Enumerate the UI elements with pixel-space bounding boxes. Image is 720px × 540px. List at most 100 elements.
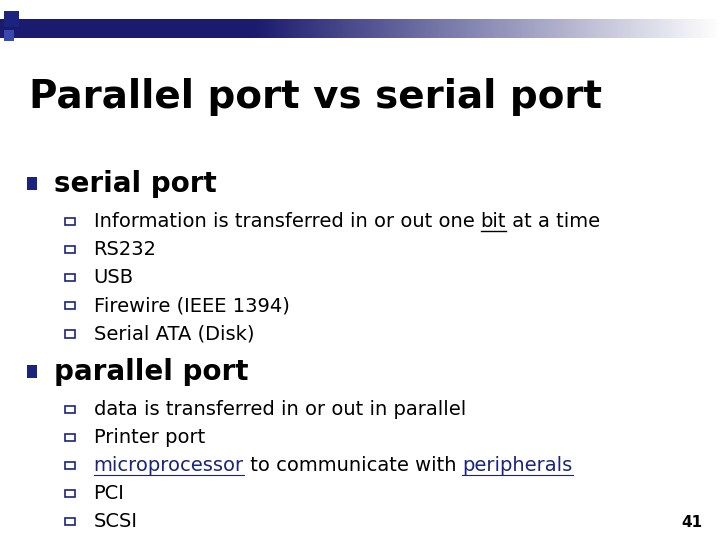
Bar	[288, 19, 290, 38]
Bar	[41, 19, 43, 38]
Bar	[545, 19, 547, 38]
Bar	[362, 19, 365, 38]
Bar	[506, 19, 509, 38]
Bar	[372, 19, 374, 38]
Bar	[103, 19, 106, 38]
Bar	[686, 19, 689, 38]
Bar	[276, 19, 279, 38]
Bar	[415, 19, 418, 38]
Bar	[84, 19, 86, 38]
Bar	[574, 19, 576, 38]
Bar	[65, 462, 75, 469]
Bar	[382, 19, 384, 38]
Bar	[27, 177, 37, 190]
Bar	[427, 19, 430, 38]
Bar	[338, 19, 341, 38]
Bar	[547, 19, 549, 38]
Bar	[355, 19, 358, 38]
Bar	[646, 19, 648, 38]
Bar	[708, 19, 711, 38]
Bar	[475, 19, 477, 38]
Bar	[367, 19, 369, 38]
Bar	[451, 19, 454, 38]
Bar	[322, 19, 324, 38]
Bar	[610, 19, 612, 38]
Bar	[569, 19, 571, 38]
Bar	[369, 19, 372, 38]
Bar	[250, 19, 252, 38]
Bar	[238, 19, 240, 38]
Bar	[619, 19, 621, 38]
Bar	[492, 19, 495, 38]
Bar	[718, 19, 720, 38]
Text: Information is transferred in or out one: Information is transferred in or out one	[94, 212, 481, 231]
Bar	[358, 19, 360, 38]
Bar	[713, 19, 715, 38]
Bar	[437, 19, 439, 38]
Bar	[466, 19, 468, 38]
Bar	[204, 19, 207, 38]
Bar	[614, 19, 617, 38]
Text: 41: 41	[681, 515, 702, 530]
Bar	[509, 19, 511, 38]
Text: USB: USB	[94, 268, 134, 287]
Bar	[178, 19, 180, 38]
Bar	[65, 218, 75, 225]
Bar	[531, 19, 533, 38]
Bar	[639, 19, 641, 38]
Bar	[290, 19, 293, 38]
Bar	[473, 19, 475, 38]
Bar	[142, 19, 144, 38]
Bar	[703, 19, 706, 38]
Text: Printer port: Printer port	[94, 428, 205, 447]
Bar	[63, 19, 65, 38]
Bar	[43, 19, 45, 38]
Bar	[223, 19, 225, 38]
Bar	[405, 19, 408, 38]
Bar	[254, 19, 257, 38]
Bar	[684, 19, 686, 38]
Bar	[17, 19, 19, 38]
Bar	[202, 19, 204, 38]
Bar	[274, 19, 276, 38]
Bar	[487, 19, 490, 38]
Bar	[607, 19, 610, 38]
Bar	[127, 19, 130, 38]
Bar	[125, 19, 127, 38]
Bar	[53, 19, 55, 38]
Bar	[554, 19, 557, 38]
Bar	[588, 19, 590, 38]
Text: bit: bit	[481, 212, 506, 231]
Bar	[29, 19, 31, 38]
Bar	[2, 19, 5, 38]
Bar	[96, 19, 99, 38]
Bar	[634, 19, 636, 38]
Bar	[564, 19, 567, 38]
Bar	[660, 19, 662, 38]
Bar	[120, 19, 122, 38]
Bar	[477, 19, 480, 38]
Bar	[511, 19, 513, 38]
Bar	[528, 19, 531, 38]
Bar	[283, 19, 286, 38]
Text: Firewire (IEEE 1394): Firewire (IEEE 1394)	[94, 296, 289, 315]
Bar	[410, 19, 413, 38]
Bar	[379, 19, 382, 38]
Bar	[326, 19, 329, 38]
Bar	[490, 19, 492, 38]
Bar	[384, 19, 387, 38]
Bar	[214, 19, 216, 38]
Bar	[454, 19, 456, 38]
Bar	[81, 19, 84, 38]
Bar	[374, 19, 377, 38]
Bar	[626, 19, 629, 38]
Bar	[286, 19, 288, 38]
Bar	[281, 19, 283, 38]
Bar	[305, 19, 307, 38]
Bar	[360, 19, 362, 38]
Bar	[65, 434, 75, 441]
Bar	[58, 19, 60, 38]
Bar	[504, 19, 506, 38]
Text: microprocessor: microprocessor	[94, 456, 244, 475]
Bar	[264, 19, 266, 38]
